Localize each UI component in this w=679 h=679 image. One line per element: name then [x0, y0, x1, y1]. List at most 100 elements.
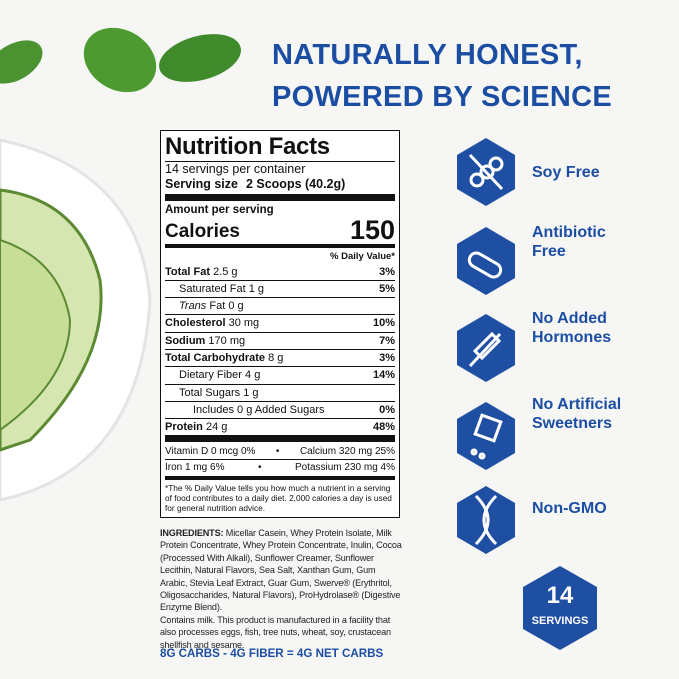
servings: 14 servings per container — [165, 162, 306, 176]
badge-line: No Artificial — [532, 396, 622, 413]
nutrient-dv: 14% — [372, 369, 395, 382]
net-carbs: 8G CARBS - 4G FIBER = 4G NET CARBS — [160, 647, 384, 660]
hexagon — [457, 402, 515, 470]
badge-label: No Added Hormones — [532, 309, 611, 347]
vitamin: Calcium 320 mg 25% — [299, 446, 395, 458]
ingredients: INGREDIENTS: Micellar Casein, Whey Prote… — [160, 527, 404, 651]
nutrient-amount: 1 g — [248, 282, 265, 295]
dv-header: % Daily Value* — [330, 250, 395, 262]
badge-line: Sweetners — [532, 415, 613, 432]
bullet: • — [275, 446, 280, 458]
ingredients-text: Micellar Casein, Whey Protein Isolate, M… — [160, 528, 402, 613]
nutrient-dv: 3% — [379, 351, 395, 364]
nutrient-name: Dietary Fiber 4 g — [179, 367, 260, 383]
nutrient-label: Includes 0 g Added Sugars — [193, 403, 325, 416]
nutrient-row: Total Carbohydrate 8 g 3% — [165, 348, 395, 366]
nutrient-label: Total Carbohydrate — [165, 351, 266, 364]
nutrient-label: Saturated Fat — [179, 282, 246, 295]
leaf — [0, 40, 43, 84]
amount-per-serving: Amount per serving — [165, 204, 274, 216]
serving-size-label: Serving size — [165, 177, 238, 191]
leaf — [159, 34, 241, 82]
nutrient-name: Protein 24 g — [165, 419, 227, 435]
servings-label: SERVINGS — [532, 615, 589, 627]
nutrient-dv: 48% — [372, 421, 395, 434]
nutrient-amount: 8 g — [268, 351, 284, 364]
nutrient-italic: Trans — [179, 300, 207, 313]
nutrient-dv: 0% — [379, 403, 395, 416]
badge-label: Soy Free — [532, 163, 600, 182]
nutrient-label: Cholesterol — [165, 317, 226, 330]
leaf — [83, 27, 157, 93]
nutrient-name: Total Fat 2.5 g — [165, 264, 238, 280]
nf-title: Nutrition Facts — [165, 133, 330, 160]
headline-line: NATURALLY HONEST, — [272, 39, 583, 71]
vitamin-row: Iron 1 mg 6% • Potassium 230 mg 4% — [165, 459, 395, 475]
hexagon — [457, 227, 515, 295]
nutrient-name: Total Carbohydrate 8 g — [165, 350, 283, 366]
nutrient-label: Dietary Fiber — [179, 369, 242, 382]
nutrient-rows: Total Fat 2.5 g 3% Saturated Fat 1 g 5% Tran… — [165, 264, 395, 436]
footnote: *The % Daily Value tells you how much a … — [165, 482, 392, 513]
nutrient-row: Cholesterol 30 mg 10% — [165, 314, 395, 331]
badge-label: Non-GMO — [532, 499, 607, 518]
headline-line: POWERED BY SCIENCE — [272, 81, 613, 113]
badge-label: Antibiotic Free — [532, 223, 606, 261]
hexagon — [523, 566, 597, 650]
nutrient-row: Total Fat 2.5 g 3% — [165, 264, 395, 280]
nutrient-row: Trans Fat 0 g — [165, 297, 395, 314]
nutrient-amount: 2.5 g — [213, 265, 238, 278]
badge-hexagons — [457, 138, 597, 650]
nutrient-label: Fat — [209, 300, 226, 313]
icons — [467, 153, 504, 546]
nutrient-amount: 4 g — [245, 369, 261, 382]
nutrient-amount: 1 g — [243, 386, 259, 399]
calories-value: 150 — [349, 215, 395, 245]
badge-line: Hormones — [532, 329, 612, 346]
nutrient-label: Sodium — [165, 334, 206, 347]
badge-line: Non-GMO — [532, 499, 607, 517]
headline: NATURALLY HONEST, POWERED BY SCIENCE — [272, 34, 612, 118]
nutrition-panel: Nutrition Facts 14 servings per containe… — [160, 130, 400, 518]
hexagon — [457, 486, 515, 554]
contains: Contains milk. This product is manufactu… — [160, 614, 391, 650]
servings-number: 14 — [547, 582, 574, 609]
vitamin: Iron 1 mg 6% — [165, 462, 225, 474]
nutrient-name: Cholesterol 30 mg — [165, 315, 259, 331]
vitamin: Potassium 230 mg 4% — [294, 462, 395, 474]
nutrient-dv: 5% — [379, 282, 395, 295]
nutrient-row: Includes 0 g Added Sugars 0% — [165, 400, 395, 418]
nutrient-name: Sodium 170 mg — [165, 333, 245, 349]
nutrient-name: Includes 0 g Added Sugars — [193, 402, 324, 418]
badge-line: Antibiotic — [532, 224, 606, 241]
nutrient-dv: 3% — [379, 265, 395, 278]
nutrient-amount: 24 g — [205, 421, 228, 434]
cucumber — [0, 238, 72, 432]
nutrient-dv: 7% — [379, 334, 395, 347]
bullet: • — [257, 462, 262, 474]
vitamin-row: Vitamin D 0 mcg 0% • Calcium 320 mg 25% — [165, 444, 395, 459]
ingredients-label: INGREDIENTS: — [160, 528, 224, 538]
nutrient-amount: 0 g — [228, 300, 244, 313]
nutrient-row: Sodium 170 mg 7% — [165, 331, 395, 349]
nutrient-label: Protein — [165, 421, 203, 434]
nutrient-amount: 170 mg — [208, 334, 246, 347]
nutrient-row: Total Sugars 1 g — [165, 383, 395, 401]
nutrient-label: Total Sugars — [179, 386, 241, 399]
vitamins: Vitamin D 0 mcg 0% • Calcium 320 mg 25% Iro… — [165, 444, 395, 475]
nutrient-row: Saturated Fat 1 g 5% — [165, 279, 395, 297]
serving-size-value: 2 Scoops (40.2g) — [245, 177, 346, 191]
nutrient-row: Dietary Fiber 4 g 14% — [165, 366, 395, 383]
nutrient-row: Protein 24 g 48% — [165, 418, 395, 435]
badge-label: No Artificial Sweetners — [532, 395, 621, 433]
nutrient-name: Total Sugars 1 g — [179, 385, 259, 401]
badge-line: No Added — [532, 310, 607, 327]
nutrient-amount: 30 mg — [228, 317, 260, 330]
nutrient-label: Total Fat — [165, 265, 211, 278]
nutrient-name: Trans Fat 0 g — [179, 298, 244, 314]
calories-label: Calories — [165, 221, 240, 242]
badge-line: Soy Free — [532, 163, 600, 181]
vitamin: Vitamin D 0 mcg 0% — [165, 446, 256, 458]
